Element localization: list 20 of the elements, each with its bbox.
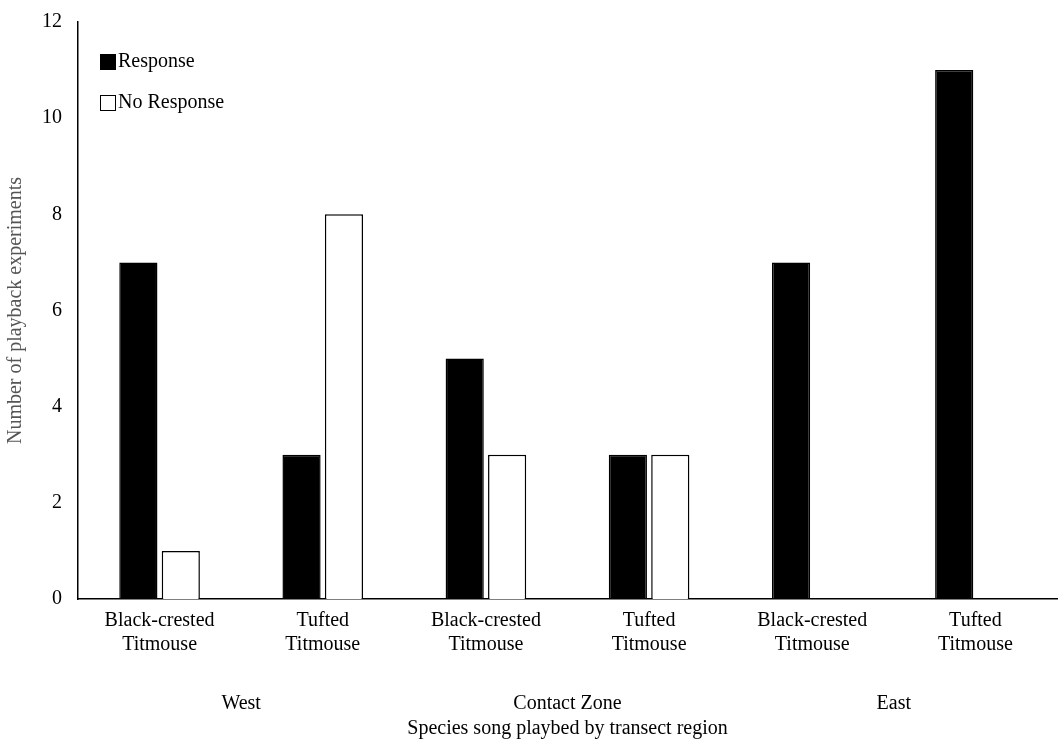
x-axis-title: Species song playbed by transect region bbox=[407, 716, 728, 740]
y-tick-label: 4 bbox=[52, 393, 62, 416]
y-tick-label: 10 bbox=[42, 105, 62, 128]
x-tick-label: Black-crested Titmouse bbox=[104, 608, 215, 655]
y-axis-title: Number of playback experiments bbox=[3, 176, 27, 445]
x-tick-label: Black-crested Titmouse bbox=[757, 608, 868, 655]
legend-label: Response bbox=[118, 49, 195, 73]
text: West bbox=[221, 691, 262, 714]
y-tick-label: 0 bbox=[52, 586, 62, 609]
text: East bbox=[876, 691, 912, 714]
x-tick-label: Tufted Titmouse bbox=[937, 608, 1013, 655]
text: Contact Zone bbox=[513, 691, 622, 714]
x-tick-label: Tufted Titmouse bbox=[611, 608, 687, 655]
y-tick-label: 6 bbox=[52, 297, 62, 320]
legend-label: No Response bbox=[118, 90, 225, 114]
y-tick-label: 12 bbox=[42, 9, 62, 32]
x-tick-label: Black-crested Titmouse bbox=[430, 608, 541, 655]
y-tick-label: 2 bbox=[52, 490, 62, 513]
y-tick-label: 8 bbox=[52, 201, 62, 224]
x-tick-label: Tufted Titmouse bbox=[285, 608, 361, 655]
